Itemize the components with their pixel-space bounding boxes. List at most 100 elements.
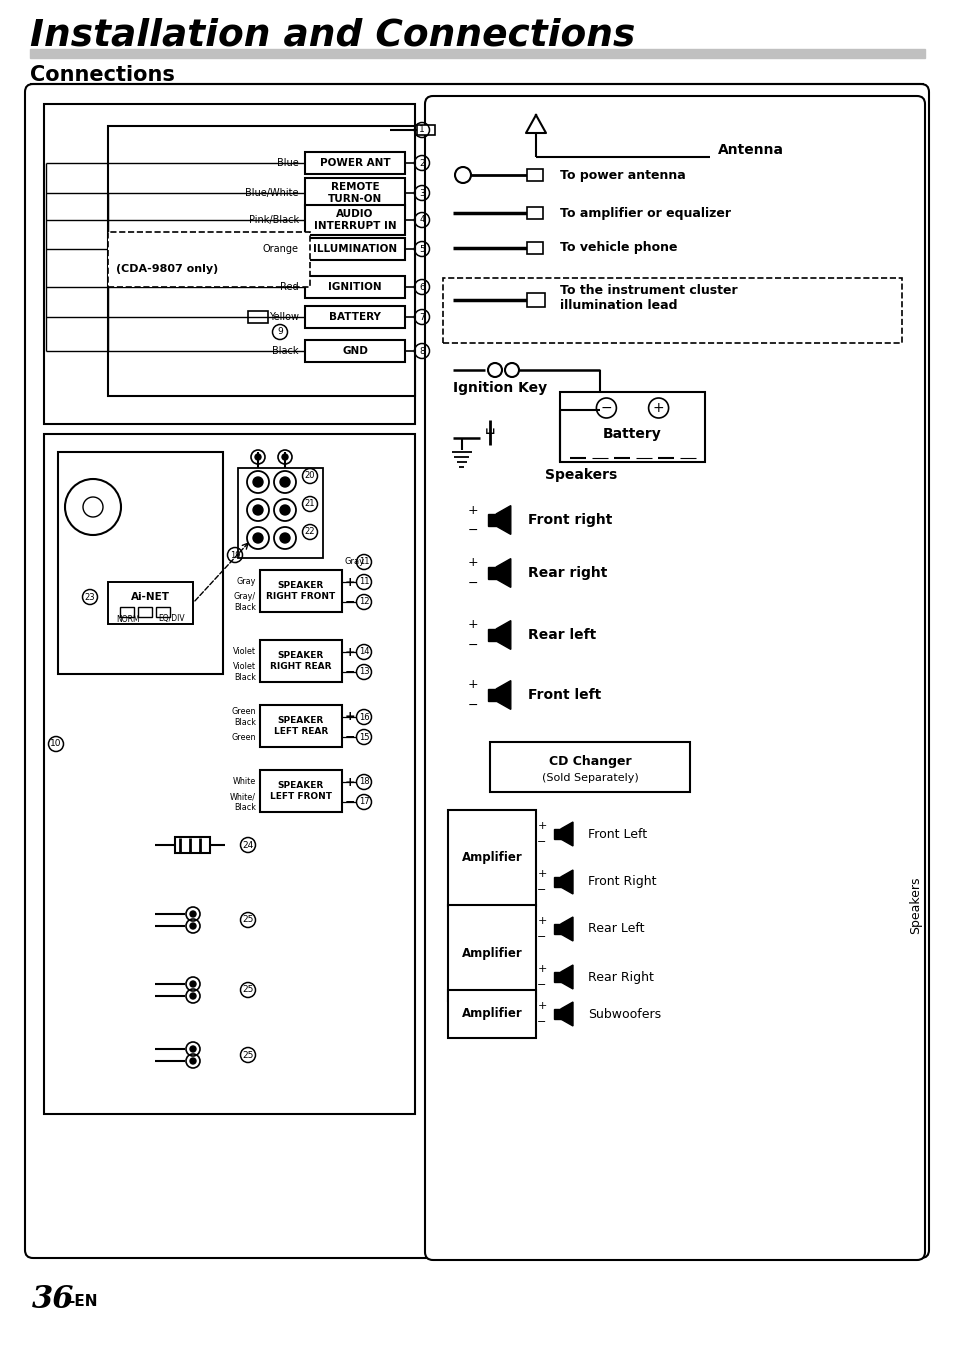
Text: +: + xyxy=(345,775,355,789)
Text: 14: 14 xyxy=(358,647,369,656)
Bar xyxy=(526,168,542,181)
Bar xyxy=(260,705,341,747)
Circle shape xyxy=(282,454,288,460)
Text: Front Right: Front Right xyxy=(587,875,656,888)
Circle shape xyxy=(190,993,195,999)
Bar xyxy=(448,989,536,1038)
Text: Connections: Connections xyxy=(30,65,174,85)
Text: Violet: Violet xyxy=(233,647,255,656)
Text: 1: 1 xyxy=(418,125,424,135)
Text: 11: 11 xyxy=(358,558,369,566)
Text: −: − xyxy=(537,980,546,989)
Text: 17: 17 xyxy=(358,798,369,806)
Text: To vehicle phone: To vehicle phone xyxy=(559,241,677,255)
Bar xyxy=(120,607,133,617)
Bar xyxy=(554,876,560,887)
Text: Green: Green xyxy=(232,732,255,741)
Text: Green
Black: Green Black xyxy=(232,708,255,727)
Text: Rear right: Rear right xyxy=(527,566,607,580)
Bar xyxy=(260,570,341,612)
Bar xyxy=(416,125,435,135)
Text: POWER ANT: POWER ANT xyxy=(319,158,390,168)
Bar xyxy=(260,770,341,811)
Text: Subwoofers: Subwoofers xyxy=(587,1007,660,1020)
Bar xyxy=(448,905,536,1002)
Text: White/
Black: White/ Black xyxy=(230,793,255,811)
Text: SPEAKER
RIGHT FRONT: SPEAKER RIGHT FRONT xyxy=(266,581,335,601)
Bar xyxy=(526,293,544,307)
Text: EQ/DIV: EQ/DIV xyxy=(158,615,185,624)
Text: SPEAKER
LEFT REAR: SPEAKER LEFT REAR xyxy=(274,716,328,736)
Bar xyxy=(237,468,323,558)
Polygon shape xyxy=(496,681,510,709)
Circle shape xyxy=(190,981,195,987)
Text: Battery: Battery xyxy=(602,427,661,441)
Bar xyxy=(554,923,560,934)
Text: 25: 25 xyxy=(242,985,253,995)
Bar xyxy=(526,208,542,218)
Text: +: + xyxy=(537,1002,546,1011)
Bar xyxy=(448,810,536,906)
Bar xyxy=(305,178,405,208)
Text: 21: 21 xyxy=(304,500,314,508)
Text: ILLUMINATION: ILLUMINATION xyxy=(313,244,396,253)
Text: Rear Right: Rear Right xyxy=(587,971,653,984)
Text: 2: 2 xyxy=(418,159,424,167)
Text: 11: 11 xyxy=(358,577,369,586)
Text: To amplifier or equalizer: To amplifier or equalizer xyxy=(559,206,730,220)
Text: 4: 4 xyxy=(418,216,424,225)
Text: NORM: NORM xyxy=(116,615,139,624)
Text: 7: 7 xyxy=(418,313,424,322)
Text: Amplifier: Amplifier xyxy=(461,946,522,960)
Text: Front Left: Front Left xyxy=(587,828,646,841)
Text: Rear Left: Rear Left xyxy=(587,922,644,936)
Bar xyxy=(488,566,496,580)
Text: −: − xyxy=(600,400,612,415)
Text: Gray: Gray xyxy=(236,577,255,586)
Text: 20: 20 xyxy=(304,472,314,480)
Bar xyxy=(44,434,415,1113)
Bar xyxy=(442,278,901,342)
Bar xyxy=(305,306,405,328)
Text: −: − xyxy=(537,1016,546,1027)
Text: 18: 18 xyxy=(358,778,369,786)
Text: ␣: ␣ xyxy=(484,417,495,434)
Text: Antenna: Antenna xyxy=(718,143,783,156)
Bar xyxy=(30,49,924,58)
Text: GND: GND xyxy=(342,346,368,356)
Circle shape xyxy=(190,923,195,929)
Text: Yellow: Yellow xyxy=(269,311,298,322)
Text: −: − xyxy=(467,523,477,537)
Text: 5: 5 xyxy=(418,244,424,253)
Text: Orange: Orange xyxy=(263,244,298,253)
Text: Violet
Black: Violet Black xyxy=(233,662,255,682)
Text: Rear left: Rear left xyxy=(527,628,596,642)
Text: Speakers: Speakers xyxy=(908,876,922,934)
Polygon shape xyxy=(560,1002,573,1026)
Text: -EN: -EN xyxy=(68,1294,97,1309)
Text: Amplifier: Amplifier xyxy=(461,852,522,864)
Text: 16: 16 xyxy=(358,713,369,721)
Text: −: − xyxy=(467,577,477,589)
Text: Black: Black xyxy=(273,346,298,356)
Text: −: − xyxy=(467,698,477,712)
Text: +: + xyxy=(537,964,546,975)
Text: 6: 6 xyxy=(418,283,424,291)
Text: +: + xyxy=(467,678,477,692)
Circle shape xyxy=(253,506,263,515)
Text: Speakers: Speakers xyxy=(544,468,617,483)
Polygon shape xyxy=(560,869,573,894)
Bar xyxy=(108,582,193,624)
Text: Blue/White: Blue/White xyxy=(245,187,298,198)
Text: +: + xyxy=(345,576,355,589)
Circle shape xyxy=(190,1046,195,1051)
Text: Amplifier: Amplifier xyxy=(461,1007,522,1020)
Text: AUDIO
INTERRUPT IN: AUDIO INTERRUPT IN xyxy=(314,209,395,231)
Text: Blue: Blue xyxy=(277,158,298,168)
Bar xyxy=(559,392,704,462)
Text: −: − xyxy=(537,837,546,847)
Text: Front left: Front left xyxy=(527,687,600,702)
Text: REMOTE
TURN-ON: REMOTE TURN-ON xyxy=(328,182,382,204)
Text: (Sold Separately): (Sold Separately) xyxy=(541,772,638,783)
Text: −: − xyxy=(345,795,355,809)
